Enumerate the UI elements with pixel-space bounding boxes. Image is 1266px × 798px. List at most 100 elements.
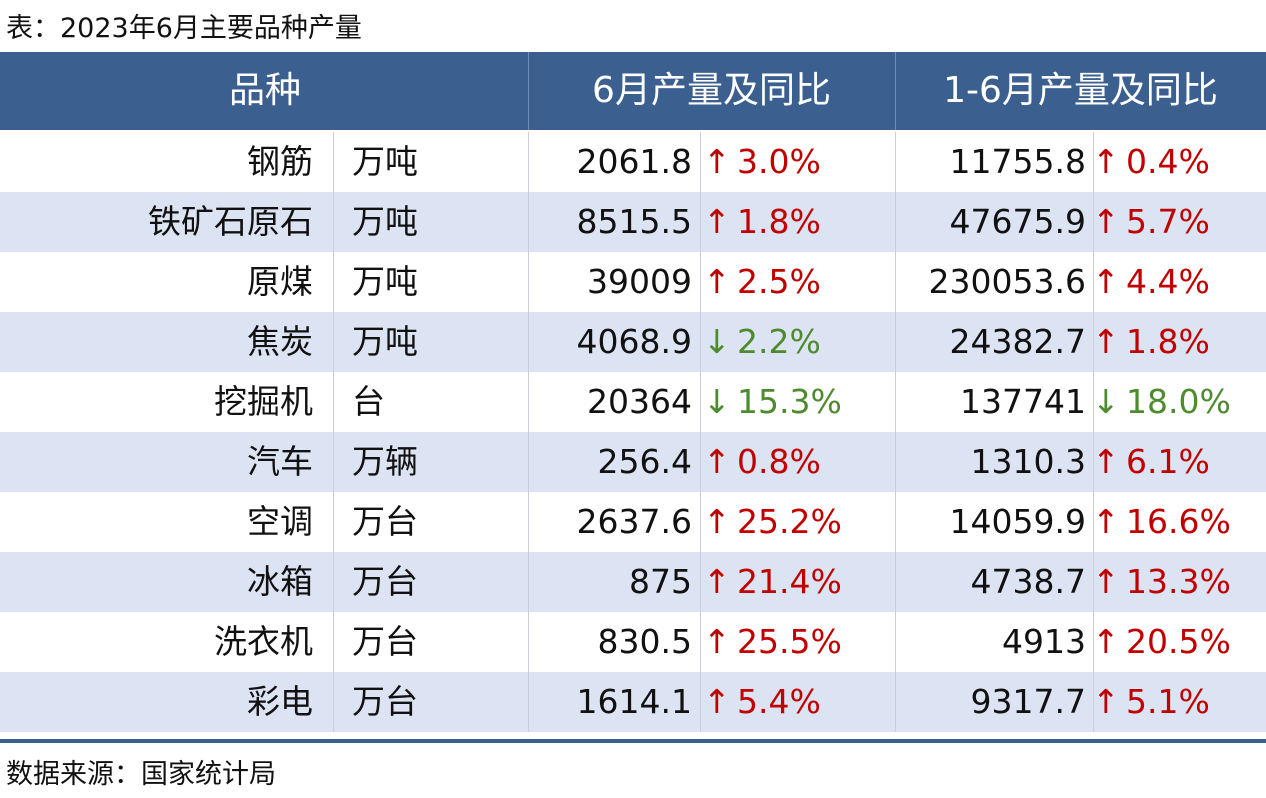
value: 4913 xyxy=(1002,622,1086,661)
column-separator xyxy=(333,552,334,612)
column-separator xyxy=(1093,552,1094,612)
arrow: ↓ xyxy=(703,382,731,421)
column-separator xyxy=(1093,492,1094,552)
arrow: ↑ xyxy=(703,502,731,541)
value: 830.5 xyxy=(597,622,692,661)
value: 24382.7 xyxy=(949,322,1086,361)
value: 47675.9 xyxy=(949,202,1086,241)
column-separator xyxy=(333,312,334,372)
column-separator xyxy=(528,192,529,252)
table-row: 冰箱 万台 875 ↑ 21.4% 4738.7 ↑ 13.3% xyxy=(0,552,1266,612)
arrow: ↑ xyxy=(1092,442,1120,481)
unit: 万台 xyxy=(352,682,418,721)
column-separator xyxy=(528,372,529,432)
table-row: 洗衣机 万台 830.5 ↑ 25.5% 4913 ↑ 20.5% xyxy=(0,612,1266,672)
table-row: 原煤 万吨 39009 ↑ 2.5% 230053.6 ↑ 4.4% xyxy=(0,252,1266,312)
column-separator xyxy=(528,132,529,192)
item-name: 原煤 xyxy=(247,262,313,301)
unit: 万吨 xyxy=(352,262,418,301)
value: 2061.8 xyxy=(576,142,692,181)
arrow: ↑ xyxy=(1092,682,1120,721)
column-separator xyxy=(895,672,896,732)
column-separator xyxy=(895,132,896,192)
column-separator xyxy=(528,552,529,612)
table-row: 钢筋 万吨 2061.8 ↑ 3.0% 11755.8 ↑ 0.4% xyxy=(0,132,1266,192)
table-row: 空调 万台 2637.6 ↑ 25.2% 14059.9 ↑ 16.6% xyxy=(0,492,1266,552)
header-separator xyxy=(528,52,529,130)
change: 3.0% xyxy=(737,142,821,181)
column-separator xyxy=(333,192,334,252)
value: 137741 xyxy=(960,382,1086,421)
header-cell: 6月产量及同比 xyxy=(592,70,831,111)
change: 20.5% xyxy=(1126,622,1231,661)
item-name: 空调 xyxy=(247,502,313,541)
column-separator xyxy=(700,252,701,312)
arrow: ↑ xyxy=(1092,502,1120,541)
arrow: ↑ xyxy=(1092,262,1120,301)
change: 21.4% xyxy=(737,562,842,601)
arrow: ↑ xyxy=(1092,622,1120,661)
change: 16.6% xyxy=(1126,502,1231,541)
item-name: 彩电 xyxy=(247,682,313,721)
unit: 万台 xyxy=(352,622,418,661)
column-separator xyxy=(528,492,529,552)
value: 39009 xyxy=(587,262,692,301)
value: 4738.7 xyxy=(970,562,1086,601)
change: 6.1% xyxy=(1126,442,1210,481)
column-separator xyxy=(1093,372,1094,432)
value: 9317.7 xyxy=(970,682,1086,721)
table-row: 挖掘机台 20364 ↓ 15.3% 137741 ↓ 18.0% xyxy=(0,372,1266,432)
column-separator xyxy=(528,432,529,492)
arrow: ↑ xyxy=(703,142,731,181)
table-row: 彩电 万台 1614.1 ↑ 5.4% 9317.7 ↑ 5.1% xyxy=(0,672,1266,732)
item-name: 焦炭 xyxy=(247,322,313,361)
column-separator xyxy=(700,552,701,612)
column-separator xyxy=(895,492,896,552)
item-name: 汽车 xyxy=(247,442,313,481)
change: 5.7% xyxy=(1126,202,1210,241)
unit: 万辆 xyxy=(352,442,418,481)
table-row: 汽车 万辆 256.4 ↑ 0.8% 1310.3 ↑ 6.1% xyxy=(0,432,1266,492)
table-header: 品种 6月产量及同比 1-6月产量及同比 xyxy=(0,52,1266,130)
value: 8515.5 xyxy=(576,202,692,241)
arrow: ↑ xyxy=(1092,562,1120,601)
arrow: ↑ xyxy=(703,682,731,721)
column-separator xyxy=(895,372,896,432)
column-separator xyxy=(700,372,701,432)
value: 4068.9 xyxy=(576,322,692,361)
column-separator xyxy=(1093,132,1094,192)
source: 数据来源：国家统计局 xyxy=(6,759,276,790)
column-separator xyxy=(333,372,334,432)
change: 0.8% xyxy=(737,442,821,481)
change: 5.1% xyxy=(1126,682,1210,721)
column-separator xyxy=(895,312,896,372)
unit: 万台 xyxy=(352,502,418,541)
unit: 万台 xyxy=(352,562,418,601)
header-cell: 1-6月产量及同比 xyxy=(943,70,1218,111)
value: 2637.6 xyxy=(576,502,692,541)
column-separator xyxy=(1093,192,1094,252)
column-separator xyxy=(528,312,529,372)
item-name: 挖掘机 xyxy=(214,382,313,421)
item-name: 洗衣机 xyxy=(214,622,313,661)
column-separator xyxy=(333,252,334,312)
unit: 万吨 xyxy=(352,202,418,241)
header-separator xyxy=(895,52,896,130)
column-separator xyxy=(528,672,529,732)
change: 15.3% xyxy=(737,382,842,421)
arrow: ↑ xyxy=(703,442,731,481)
unit: 万吨 xyxy=(352,142,418,181)
value: 14059.9 xyxy=(949,502,1086,541)
column-separator xyxy=(700,612,701,672)
column-separator xyxy=(895,192,896,252)
column-separator xyxy=(895,252,896,312)
change: 1.8% xyxy=(737,202,821,241)
column-separator xyxy=(1093,252,1094,312)
column-separator xyxy=(895,552,896,612)
column-separator xyxy=(700,492,701,552)
change: 13.3% xyxy=(1126,562,1231,601)
bottom-rule xyxy=(0,739,1266,743)
change: 25.5% xyxy=(737,622,842,661)
item-name: 冰箱 xyxy=(247,562,313,601)
